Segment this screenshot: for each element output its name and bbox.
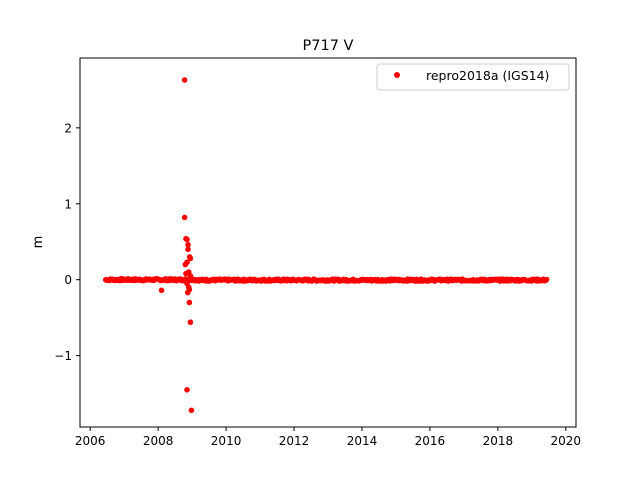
x-tick-label: 2010: [211, 434, 242, 448]
data-point: [181, 77, 188, 83]
y-tick-label: 2: [64, 121, 72, 135]
data-point: [187, 255, 194, 262]
y-tick-label: 1: [64, 197, 72, 211]
y-axis-label: m: [31, 236, 46, 249]
data-point: [185, 241, 191, 248]
data-point: [158, 287, 165, 294]
data-point: [184, 259, 190, 266]
y-tick-label: 0: [64, 273, 72, 287]
legend-marker: [394, 72, 400, 78]
data-point: [184, 236, 190, 243]
chart-title: P717 V: [303, 38, 354, 54]
data-point: [185, 246, 191, 253]
x-axis: 2006 2008 2010 2012 2014 2016 2018 2020: [75, 427, 581, 448]
data-point: [188, 275, 195, 281]
data-point: [188, 407, 195, 414]
y-tick-label: −1: [54, 349, 72, 363]
legend-box: [376, 63, 570, 91]
x-tick-label: 2020: [551, 434, 582, 448]
data-point: [187, 319, 194, 326]
axes-frame: [79, 57, 577, 428]
x-tick-label: 2012: [279, 434, 310, 448]
legend-label: repro2018a (IGS14): [426, 68, 549, 83]
data-point: [181, 214, 188, 221]
data-point: [186, 299, 193, 306]
data-point: [184, 289, 191, 296]
data-point: [184, 387, 190, 393]
data-point: [544, 276, 550, 282]
x-tick-label: 2006: [75, 434, 106, 448]
x-tick-label: 2014: [347, 434, 378, 448]
x-tick-label: 2008: [143, 434, 174, 448]
legend: repro2018a (IGS14): [376, 63, 570, 91]
x-tick-label: 2016: [415, 434, 446, 448]
data-markers: [102, 77, 550, 414]
y-axis: −1 0 1 2: [54, 121, 80, 363]
x-tick-label: 2018: [483, 434, 514, 448]
